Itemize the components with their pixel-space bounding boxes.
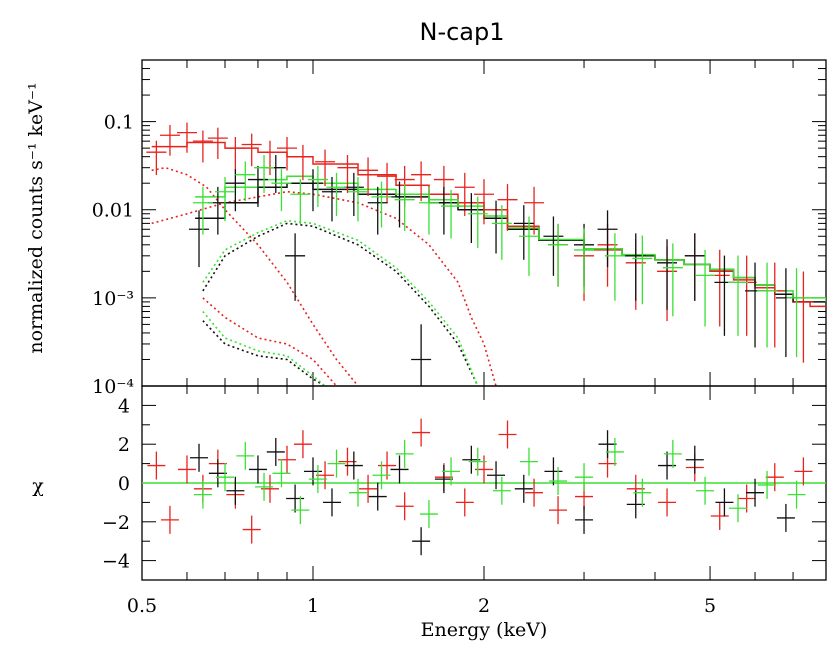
residual-data [142, 418, 826, 556]
model-component-curve [151, 166, 359, 386]
y-tick-label-spectrum: 0.1 [104, 112, 134, 134]
y-axis-label-spectrum: normalized counts s⁻¹ keV⁻¹ [25, 82, 47, 353]
y-tick-label-residual: 4 [118, 395, 130, 417]
y-tick-label-residual: 2 [118, 434, 130, 456]
model-step-line [195, 182, 826, 303]
y-axis-label-residual: χ [32, 475, 44, 497]
model-component-curve [202, 222, 479, 386]
y-tick-label-residual: 0 [118, 473, 130, 495]
y-tick-label-residual: −4 [102, 551, 130, 573]
x-tick-label: 5 [704, 595, 716, 617]
y-tick-label-spectrum: 0.01 [92, 200, 134, 222]
y-tick-label-residual: −2 [102, 512, 130, 534]
model-component-curve [202, 297, 338, 386]
x-tick-label: 1 [307, 595, 319, 617]
model-step-line [195, 175, 826, 302]
model-component-curve [202, 219, 479, 386]
spectrum-panel: 0.1 0.01 10⁻³ 10⁻⁴ [92, 59, 827, 398]
spectrum-data [146, 122, 826, 386]
y-tick-label-spectrum: 10⁻⁴ [92, 376, 134, 398]
x-tick-label: 0.5 [127, 595, 157, 617]
x-axis-label: Energy (keV) [421, 619, 548, 641]
model-component-curve [202, 320, 326, 386]
chart-title: N-cap1 [419, 18, 504, 46]
x-tick-label: 2 [478, 595, 490, 617]
y-tick-label-spectrum: 10⁻³ [92, 288, 134, 310]
residual-panel: 0.5 1 2 5 4 2 0 −2 −4 [102, 385, 827, 617]
